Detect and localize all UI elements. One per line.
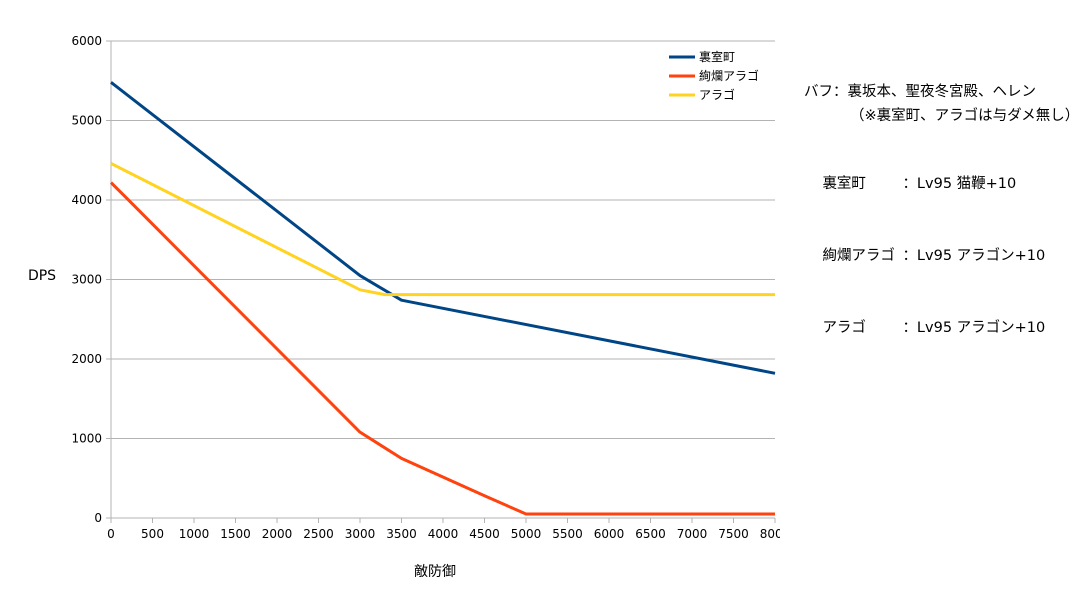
unit-detail: ：Lv95 アラゴン+10: [902, 248, 1046, 264]
x-tick-label: 500: [141, 527, 164, 541]
y-tick-label: 2000: [71, 352, 102, 366]
x-tick-label: 3500: [386, 527, 417, 541]
x-tick-label: 1000: [179, 527, 210, 541]
x-tick-label: 1500: [220, 527, 251, 541]
unit-row: 絢爛アラゴ ：Lv95 アラゴン+10: [804, 220, 1079, 292]
x-tick-label: 5500: [552, 527, 583, 541]
x-axis-title: 敵防御: [414, 564, 456, 580]
series-line-2: [109, 181, 775, 516]
y-tick-label: 6000: [71, 34, 102, 48]
buff-note: （※裏室町、アラゴは与ダメ無し）: [850, 108, 1080, 124]
unit-row: 裏室町 ：Lv95 猫鞭+10: [804, 148, 1079, 220]
unit-name: 絢爛アラゴ: [822, 248, 895, 264]
grid-lines: [111, 40, 775, 439]
unit-name: アラゴ: [822, 320, 866, 336]
x-tick-label: 4500: [469, 527, 500, 541]
x-tick-label: 6500: [635, 527, 666, 541]
legend-label: アラゴ: [699, 87, 735, 102]
unit-detail: ：Lv95 アラゴン+10: [902, 320, 1046, 336]
x-tick-label: 6000: [594, 527, 625, 541]
y-tick-labels: 0 1000 2000 3000 4000 5000 6000: [71, 34, 102, 525]
series-line-1: [110, 81, 776, 375]
buff-line: バフ：裏坂本、聖夜冬宮殿、ヘレン: [804, 84, 1036, 100]
unit-name: 裏室町: [822, 176, 866, 192]
unit-detail: ：Lv95 猫鞭+10: [902, 176, 1017, 192]
series-lines: [109, 81, 776, 516]
legend-label: 裏室町: [699, 49, 735, 64]
series-line-3: [110, 162, 775, 297]
spacer: [804, 128, 1079, 148]
x-tick-label: 2000: [262, 527, 293, 541]
y-tick-label: 3000: [71, 273, 102, 287]
x-tick-label: 3000: [345, 527, 376, 541]
y-tick-label: 4000: [71, 193, 102, 207]
y-tick-label: 1000: [71, 432, 102, 446]
annotation-panel: バフ：裏坂本、聖夜冬宮殿、ヘレン （※裏室町、アラゴは与ダメ無し） 裏室町 ：Lv…: [804, 80, 1079, 364]
y-axis-title: DPS: [28, 268, 56, 284]
unit-row: アラゴ ：Lv95 アラゴン+10: [804, 292, 1079, 364]
y-tick-label: 0: [94, 511, 102, 525]
x-tick-label: 5000: [511, 527, 542, 541]
x-tick-label: 4000: [428, 527, 459, 541]
x-tick-label: 7500: [718, 527, 749, 541]
legend-label: 絢爛アラゴ: [699, 68, 759, 83]
x-tick-labels: 0 500 1000 1500 2000 2500 3000 3500 4000 4500 5000…: [107, 527, 780, 541]
x-tick-label: 0: [107, 527, 115, 541]
axes: [106, 40, 776, 523]
y-tick-label: 5000: [71, 114, 102, 128]
x-tick-label: 7000: [677, 527, 708, 541]
x-tick-label: 2500: [303, 527, 334, 541]
line-chart: 0 500 1000 1500 2000 2500 3000 3500 4000 4500 5000…: [28, 34, 780, 580]
